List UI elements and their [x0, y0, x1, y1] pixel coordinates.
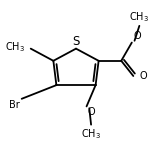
Text: O: O: [139, 71, 147, 81]
Text: CH$_3$: CH$_3$: [129, 10, 149, 24]
Text: CH$_3$: CH$_3$: [5, 40, 26, 54]
Text: S: S: [72, 35, 80, 48]
Text: CH$_3$: CH$_3$: [81, 127, 101, 141]
Text: O: O: [87, 107, 95, 117]
Text: Br: Br: [9, 100, 20, 110]
Text: O: O: [133, 31, 141, 41]
